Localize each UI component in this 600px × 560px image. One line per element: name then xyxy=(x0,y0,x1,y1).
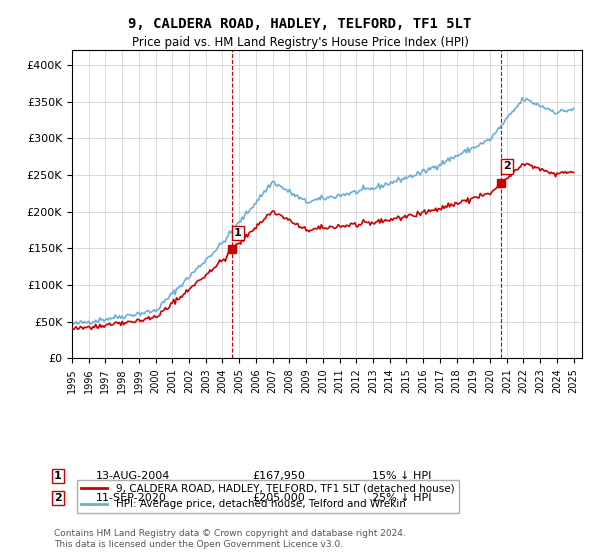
Text: 15% ↓ HPI: 15% ↓ HPI xyxy=(372,471,431,481)
Text: £205,000: £205,000 xyxy=(252,493,305,503)
Text: 9, CALDERA ROAD, HADLEY, TELFORD, TF1 5LT: 9, CALDERA ROAD, HADLEY, TELFORD, TF1 5L… xyxy=(128,17,472,31)
Text: 1: 1 xyxy=(234,228,242,238)
Text: 2: 2 xyxy=(54,493,62,503)
Text: £167,950: £167,950 xyxy=(252,471,305,481)
Text: Price paid vs. HM Land Registry's House Price Index (HPI): Price paid vs. HM Land Registry's House … xyxy=(131,36,469,49)
Text: 1: 1 xyxy=(54,471,62,481)
Text: Contains HM Land Registry data © Crown copyright and database right 2024.
This d: Contains HM Land Registry data © Crown c… xyxy=(54,529,406,549)
Legend: 9, CALDERA ROAD, HADLEY, TELFORD, TF1 5LT (detached house), HPI: Average price, : 9, CALDERA ROAD, HADLEY, TELFORD, TF1 5L… xyxy=(77,480,458,514)
Text: 13-AUG-2004: 13-AUG-2004 xyxy=(96,471,170,481)
Text: 11-SEP-2020: 11-SEP-2020 xyxy=(96,493,167,503)
Text: 25% ↓ HPI: 25% ↓ HPI xyxy=(372,493,431,503)
Text: 2: 2 xyxy=(503,161,511,171)
